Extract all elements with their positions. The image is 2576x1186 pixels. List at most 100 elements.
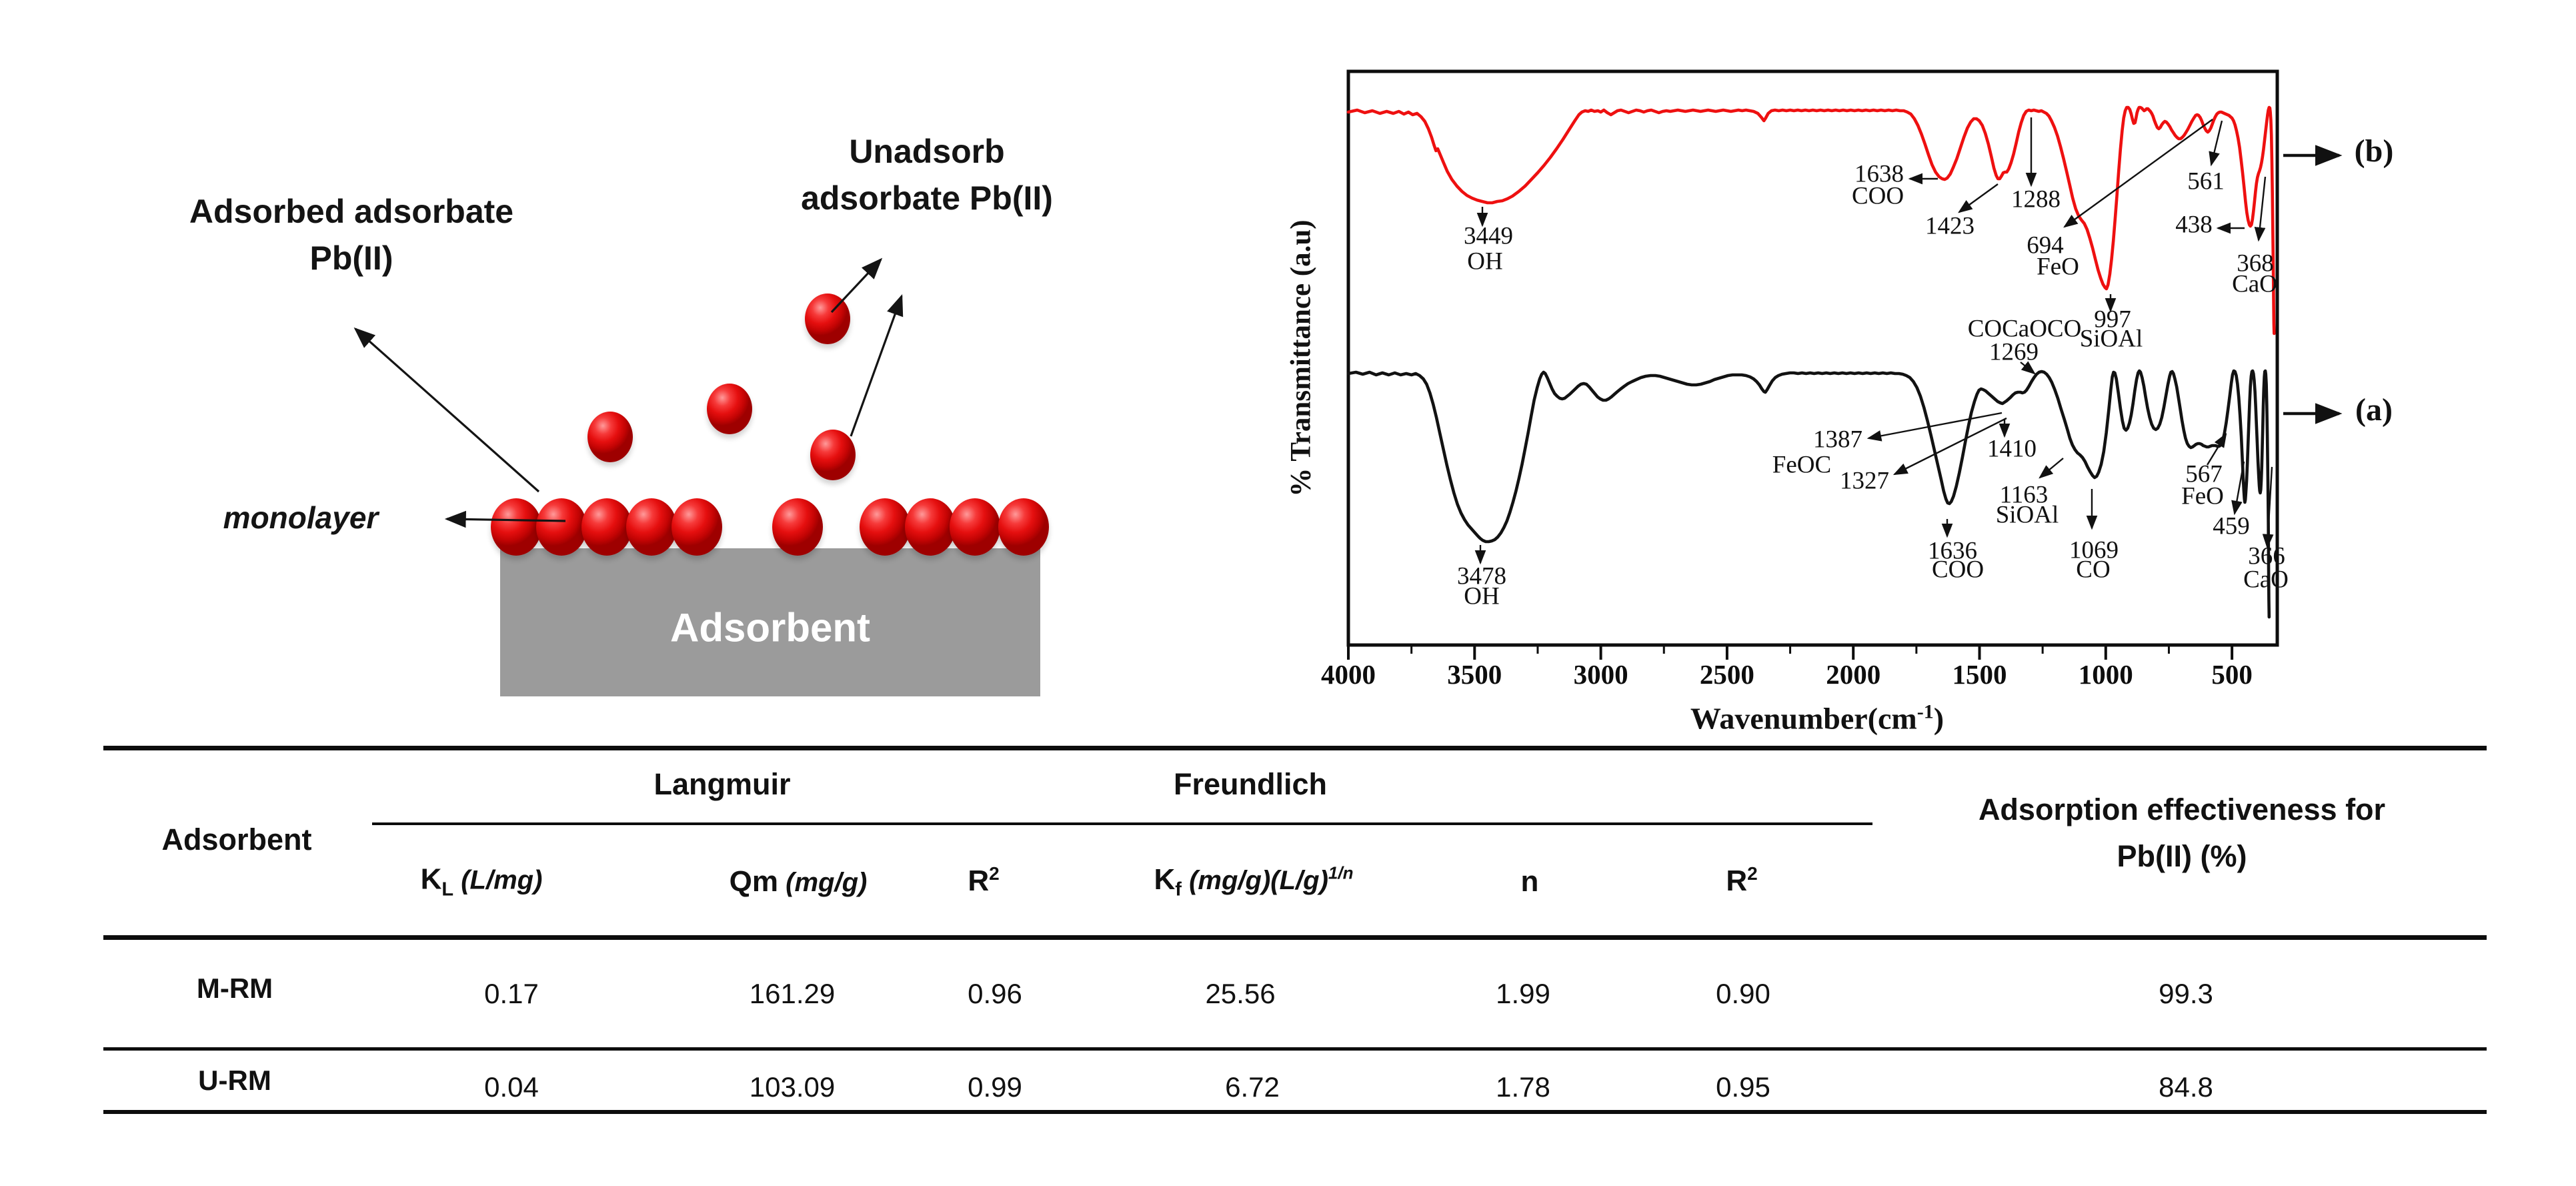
- monolayer-label: monolayer: [223, 500, 379, 535]
- peak-annotation-label: 1163: [2000, 481, 2049, 508]
- adsorbed-adsorbate-line1: Adsorbed adsorbate: [189, 193, 514, 230]
- header-adsorbent: Adsorbent: [161, 822, 312, 856]
- peak-annotation-label: CaO: [2232, 270, 2277, 298]
- header-r2-freundlich: R2: [1726, 863, 1757, 898]
- peak-annotation-label: SiOAl: [2080, 325, 2143, 352]
- header-effectiveness-line2: Pb(II) (%): [2117, 839, 2247, 873]
- header-qm-unit: (mg/g): [778, 868, 868, 897]
- peak-annotation-arrow: [2254, 176, 2267, 242]
- x-tick-label: 3000: [1574, 659, 1628, 690]
- row-urm-n: 1.78: [1496, 1071, 1550, 1103]
- y-axis-title: % Transmittance (a.u): [1285, 219, 1317, 497]
- peak-annotation-label: 694: [2027, 231, 2064, 259]
- table-rule-header: [103, 935, 2487, 940]
- header-r2-langmuir: R2: [968, 863, 999, 898]
- row-mrm-qm: 161.29: [749, 978, 836, 1009]
- header-kf-sub: f: [1175, 878, 1182, 901]
- row-urm-kf: 6.72: [1225, 1071, 1280, 1103]
- table-rule-mid: [103, 1047, 2487, 1051]
- table-rule-bottom: [103, 1110, 2487, 1114]
- pb-sphere: [905, 498, 956, 556]
- row-mrm-r2-langmuir: 0.96: [968, 978, 1022, 1009]
- adsorbed-adsorbate-label: Adsorbed adsorbate Pb(II): [189, 188, 513, 281]
- adsorbent-label: Adsorbent: [670, 605, 870, 650]
- peak-annotation-arrow: [2209, 120, 2223, 167]
- header-qm: Qm (mg/g): [730, 865, 868, 899]
- x-tick-label: 1500: [1953, 659, 2007, 690]
- unadsorb-arrow-1: [830, 257, 883, 314]
- peak-annotation-label: 438: [2175, 211, 2213, 238]
- adsorbent-block: Adsorbent: [500, 548, 1040, 696]
- peak-annotation-label: 1410: [1987, 435, 2037, 462]
- pb-sphere: [707, 384, 752, 434]
- pb-sphere: [581, 498, 632, 556]
- peak-annotation-label: SiOAl: [1996, 501, 2059, 528]
- header-r2l-sup: 2: [989, 863, 1000, 884]
- unadsorb-adsorbate-label: Unadsorb adsorbate Pb(II): [801, 128, 1053, 221]
- x-axis-title-sup: -1: [1916, 700, 1934, 723]
- header-langmuir: Langmuir: [654, 767, 791, 801]
- header-kl-sub: L: [441, 878, 454, 901]
- peak-annotation-label: COCaOCO: [1968, 315, 2082, 342]
- header-kl: KL (L/mg): [421, 863, 543, 901]
- peak-annotation-label: 1636: [1928, 537, 1977, 564]
- row-urm-effectiveness: 84.8: [2159, 1071, 2213, 1103]
- pb-sphere: [587, 412, 633, 462]
- plot-frame: [1346, 69, 2279, 647]
- peak-annotation-label: 1288: [2011, 185, 2061, 213]
- peak-annotation-label: 3449: [1464, 222, 1513, 249]
- header-kf-exp: 1/n: [1328, 862, 1354, 883]
- peak-annotation-label: COO: [1932, 556, 1984, 583]
- table-rule-top: [103, 746, 2487, 750]
- peak-annotation-arrow: [2020, 361, 2036, 375]
- unadsorb-adsorbate-line2: adsorbate Pb(II): [801, 179, 1053, 217]
- peak-annotation-label: 3478: [1457, 562, 1506, 590]
- pb-sphere: [998, 498, 1049, 556]
- pb-sphere: [860, 498, 910, 556]
- adsorbed-arrow: [353, 327, 540, 493]
- peak-annotation-label: 1069: [2069, 536, 2119, 564]
- peak-annotation-label: COO: [1852, 182, 1904, 209]
- header-kl-base: K: [420, 862, 442, 896]
- row-mrm-effectiveness: 99.3: [2159, 978, 2213, 1009]
- x-tick-label: 4000: [1321, 659, 1376, 690]
- monolayer-arrow: [444, 510, 566, 528]
- peak-annotation-arrow: [1866, 412, 2003, 442]
- header-kf-base: K: [1154, 862, 1176, 896]
- header-freundlich: Freundlich: [1173, 767, 1328, 801]
- table-rule-groups: [372, 822, 1872, 825]
- pb-sphere: [626, 498, 677, 556]
- pb-sphere: [672, 498, 722, 556]
- adsorbed-adsorbate-line2: Pb(II): [309, 239, 393, 277]
- header-r2f-sup: 2: [1747, 863, 1758, 884]
- row-mrm-r2-freundlich: 0.90: [1716, 978, 1770, 1009]
- header-kf-unit: (mg/g)(L/g): [1181, 865, 1328, 895]
- peak-annotation-arrow: [1958, 183, 1999, 213]
- peak-annotation-label: FeO: [2181, 482, 2224, 510]
- x-tick-label: 3500: [1447, 659, 1502, 690]
- header-r2f-base: R: [1726, 864, 1748, 897]
- peak-annotation-label: 1269: [1989, 338, 2039, 366]
- peak-annotation-label: FeOC: [1772, 451, 1831, 478]
- peak-annotation-label: 459: [2213, 512, 2250, 540]
- pb-sphere: [805, 293, 850, 344]
- peak-annotation-label: 1638: [1854, 160, 1904, 187]
- x-axis-title-base: Wavenumber(cm: [1690, 701, 1917, 736]
- header-r2l-base: R: [968, 864, 990, 897]
- peak-annotation-label: OH: [1467, 247, 1502, 275]
- header-kl-unit: (L/mg): [453, 865, 543, 895]
- x-tick-label: 500: [2211, 659, 2253, 690]
- peak-annotation-arrow: [2039, 458, 2064, 479]
- pb-sphere: [950, 498, 1000, 556]
- peak-annotation-arrow: [2206, 432, 2227, 466]
- unadsorb-arrow-2: [850, 293, 904, 437]
- peak-annotation-label: 1387: [1813, 426, 1862, 453]
- peak-annotation-arrow: [2262, 466, 2274, 549]
- peak-annotation-arrow: [2063, 119, 2213, 228]
- peak-annotation-label: CaO: [2243, 566, 2289, 593]
- row-urm-qm: 103.09: [749, 1071, 836, 1103]
- x-axis-title: Wavenumber(cm-1): [1690, 700, 1944, 736]
- row-urm-adsorbent: U-RM: [198, 1065, 271, 1096]
